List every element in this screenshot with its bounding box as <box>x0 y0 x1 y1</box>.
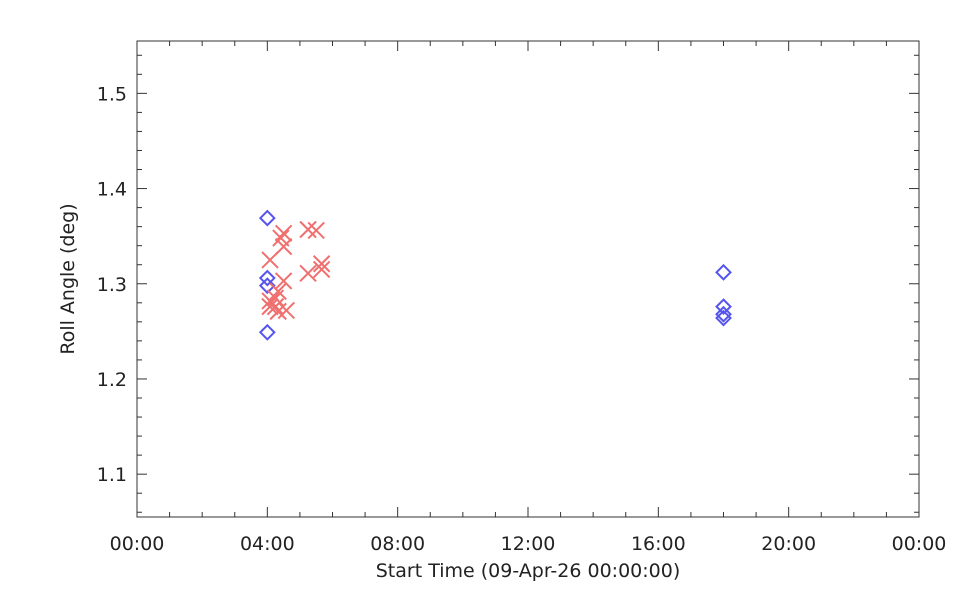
data-points <box>258 209 732 341</box>
cross-marker <box>266 297 285 316</box>
diamond-marker <box>715 298 732 316</box>
diamond-marker <box>715 305 732 323</box>
x-tick-label: 04:00 <box>240 533 295 555</box>
x-tick-label: 00:00 <box>110 533 165 555</box>
diamond-marker <box>258 277 276 295</box>
y-axis-title: Roll Angle (deg) <box>57 203 79 354</box>
y-tick-labels: 1.1 1.2 1.3 1.4 1.5 <box>97 83 127 486</box>
cross-marker <box>274 224 293 243</box>
x-tick-label: 16:00 <box>631 533 686 555</box>
cross-marker <box>299 264 317 282</box>
plot-frame <box>136 40 920 518</box>
x-tick-label: 08:00 <box>370 533 425 555</box>
cross-marker <box>274 272 293 290</box>
cross-marker <box>261 251 279 269</box>
y-tick-label: 1.3 <box>97 274 127 296</box>
y-tick-label: 1.5 <box>97 83 127 105</box>
cross-marker <box>277 301 296 320</box>
cross-marker <box>269 282 287 301</box>
cross-marker <box>299 220 317 239</box>
cross-marker <box>312 255 331 273</box>
x-tick-label: 00:00 <box>892 533 947 555</box>
cross-marker <box>269 302 287 321</box>
diamond-marker <box>258 269 276 287</box>
diamond-marker <box>715 309 732 327</box>
cross-marker <box>312 260 331 279</box>
diamond-marker <box>258 209 276 227</box>
x-tick-labels: 00:00 04:00 08:00 12:00 16:00 20:00 00:00 <box>110 533 947 555</box>
x-axis-title: Start Time (09-Apr-26 00:00:00) <box>376 560 681 582</box>
diamond-marker <box>715 263 732 281</box>
y-tick-label: 1.1 <box>97 464 127 486</box>
x-tick-label: 20:00 <box>761 533 816 555</box>
cross-marker <box>261 297 279 316</box>
cross-marker <box>307 221 325 240</box>
axis-ticks <box>136 41 920 517</box>
y-tick-label: 1.4 <box>97 179 127 201</box>
y-tick-label: 1.2 <box>97 369 127 391</box>
cross-marker <box>266 289 285 307</box>
cross-marker <box>274 237 293 256</box>
x-tick-label: 12:00 <box>501 533 556 555</box>
diamond-marker <box>258 323 276 341</box>
